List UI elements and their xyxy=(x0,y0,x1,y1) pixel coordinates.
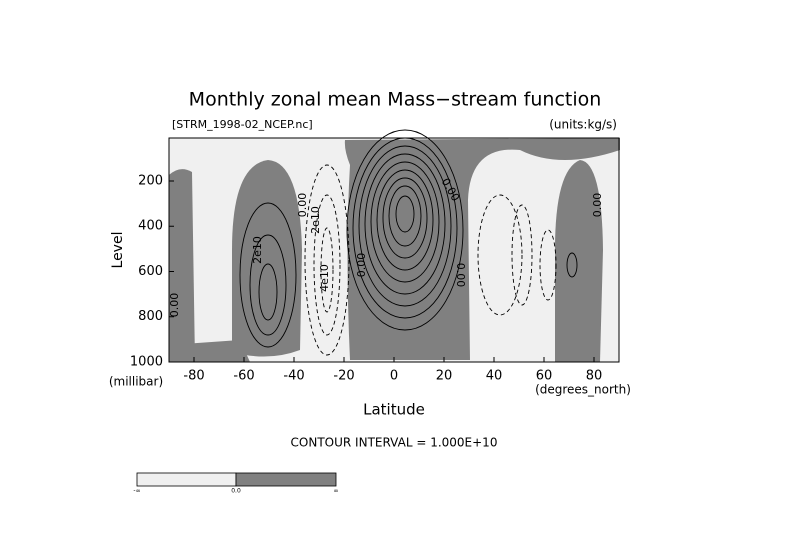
shaded-region xyxy=(232,160,302,357)
plot-area: 0.00 2e10 0.00 2e10 4e10 0.00 0.00 0.00 … xyxy=(168,129,620,363)
contour-line xyxy=(358,145,452,307)
y-tick-label: 1000 xyxy=(130,355,163,370)
x-tick-label: 60 xyxy=(536,369,553,384)
colorbar-label: ∞ xyxy=(334,488,339,495)
colorbar-label: -∞ xyxy=(133,488,140,495)
contour-label: 4e10 xyxy=(318,264,331,292)
y-tick-label: 800 xyxy=(138,309,163,324)
x-tick-label: -40 xyxy=(283,369,304,384)
contour-line xyxy=(364,153,446,295)
x-axis-label: Latitude xyxy=(363,401,425,419)
contour-label: 0.00 xyxy=(168,293,181,318)
colorbar-segment xyxy=(235,472,337,487)
shaded-region xyxy=(169,169,195,362)
contour-line xyxy=(304,164,350,356)
x-tick-label: -20 xyxy=(333,369,354,384)
y-tick-label: 200 xyxy=(138,173,163,188)
x-tick-label: 80 xyxy=(586,369,603,384)
contour-line xyxy=(566,252,578,278)
y-tick-label: 400 xyxy=(138,219,163,234)
contour-label: 2e10 xyxy=(309,206,322,234)
contour-line xyxy=(382,177,428,259)
contour-label: 0.00 xyxy=(355,253,368,278)
y-tick-label: 600 xyxy=(138,264,163,279)
x-tick-label: -60 xyxy=(233,369,254,384)
contour-label: 2e10 xyxy=(251,236,264,264)
contour-line xyxy=(511,204,533,306)
contour-line xyxy=(346,129,464,331)
contour-line xyxy=(249,234,287,336)
x-tick-label: 0 xyxy=(390,369,398,384)
contour-line xyxy=(376,169,434,271)
contour-line xyxy=(477,194,523,316)
x-axis-unit: (degrees_north) xyxy=(535,383,631,397)
x-tick-label: -80 xyxy=(183,369,204,384)
contour-label: 0.00 xyxy=(296,193,309,218)
subtitle-right: (units:kg/s) xyxy=(549,118,617,132)
contour-line xyxy=(388,185,422,247)
colorbar-label: 0.0 xyxy=(231,488,241,495)
contour-label: 0.00 xyxy=(591,193,604,218)
y-axis-label: Level xyxy=(110,232,126,269)
shaded-region xyxy=(169,340,250,362)
x-tick-label: 40 xyxy=(486,369,503,384)
contour-line xyxy=(313,194,341,336)
chart-title: Monthly zonal mean Mass−stream function xyxy=(189,89,602,111)
contour-line xyxy=(239,202,297,348)
y-axis-unit: (millibar) xyxy=(109,375,163,389)
contour-line xyxy=(539,229,557,301)
subtitle-left: [STRM_1998-02_NCEP.nc] xyxy=(172,118,313,131)
colorbar-segment xyxy=(136,472,237,487)
contour-label: 0.00 xyxy=(454,263,467,288)
footer-note: CONTOUR INTERVAL = 1.000E+10 xyxy=(291,436,498,450)
contour-line xyxy=(258,263,278,321)
x-tick-label: 20 xyxy=(436,369,453,384)
contour-line xyxy=(370,161,440,283)
contour-line xyxy=(395,195,415,233)
shaded-region xyxy=(555,160,603,362)
contour-line xyxy=(320,227,334,313)
